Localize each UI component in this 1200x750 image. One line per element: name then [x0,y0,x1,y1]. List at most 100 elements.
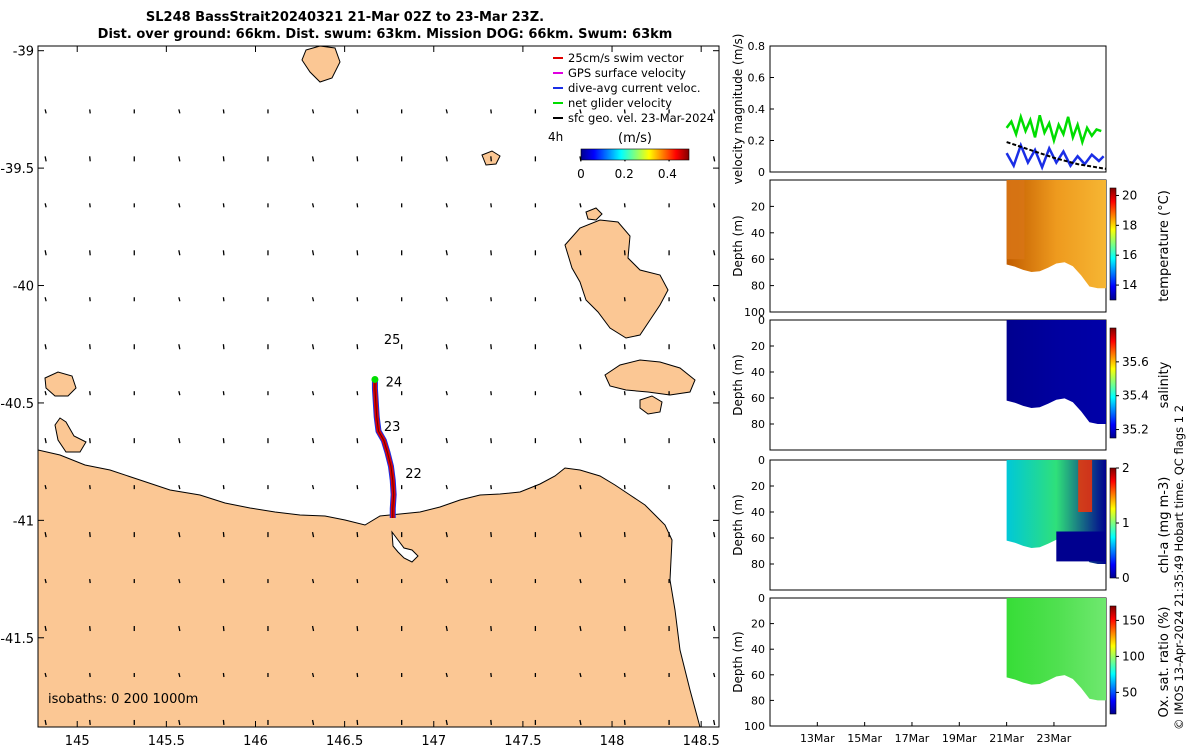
velocity-arrow [44,250,47,256]
section-y-tick-label: 40 [751,506,765,519]
velocity-y-tick-label: 0.8 [748,40,766,53]
velocity-arrow [579,109,582,114]
velocity-y-tick-label: 0.2 [748,135,766,148]
velocity-arrow [44,297,47,302]
map-x-tick-label: 148 [600,734,625,749]
velocity-arrow [356,109,359,114]
velocity-arrow [713,531,716,538]
velocity-arrow [311,578,315,584]
velocity-arrow [713,250,716,256]
velocity-arrow [623,344,626,350]
section-colorbar-tick-label: 35.2 [1122,423,1149,437]
velocity-arrow [490,203,492,208]
velocity-arrow [713,578,716,584]
velocity-arrow [311,625,315,632]
velocity-arrow [178,109,181,114]
track-centerline [374,379,395,519]
river-estuary [391,530,419,563]
velocity-arrow [222,109,225,114]
map-x-tick-label: 146 [243,734,268,749]
section-y-tick-label: 0 [758,314,765,327]
day-label: 25 [384,333,401,348]
section-colorbar-tick-label: 20 [1122,188,1137,202]
velocity-arrow [178,297,181,302]
velocity-arrow [44,109,47,114]
velocity-arrow [490,672,492,678]
velocity-arrow [311,156,315,162]
velocity-panel: 0 0.2 0.4 0.6 0.8 velocity magnitude (m/s) [731,34,1107,184]
map-x-tick-label: 147 [421,734,446,749]
velocity-series-line [1006,141,1107,170]
map-x-tick-label: 146.5 [326,734,363,749]
velocity-arrow [44,578,47,584]
flinders-island [564,219,669,339]
velocity-arrow [44,391,47,396]
velocity-arrow [490,532,492,538]
velocity-arrow [356,578,359,584]
velocity-arrow [89,297,91,302]
velocity-arrow [44,344,47,350]
section-colorbar-tick-label: 150 [1122,613,1145,627]
robbins-island [44,371,77,397]
velocity-arrow [579,391,582,396]
glider-track [371,375,397,519]
time-x-tick-label: 23Mar [1037,732,1072,745]
velocity-series-line [1005,112,1102,147]
section-colorbar-tick-label: 100 [1122,649,1145,663]
velocity-arrow [623,625,626,632]
velocity-arrow [623,438,626,444]
section-colorbar-tick-label: 35.4 [1122,389,1149,403]
section-colorbar-tick-label: 14 [1122,278,1137,292]
section-y-tick-label: 20 [751,200,765,213]
velocity-arrow [623,203,626,208]
velocity-arrow [490,438,492,444]
velocity-arrow [222,391,225,396]
map-y-tick-label: -40 [13,280,34,295]
velocity-arrow [490,719,492,726]
velocity-arrow [89,532,91,538]
section-y-tick-label: 80 [751,280,765,293]
velocity-arrow [89,109,91,114]
section-colorbar-label: salinity [1157,361,1172,408]
velocity-series-line [1005,141,1105,171]
velocity-arrow [222,625,225,632]
velocity-arrow [623,391,626,396]
section-colorbar [1109,467,1117,579]
velocity-arrow [311,391,315,396]
velocity-arrow [311,109,315,114]
velocity-arrow [222,297,225,302]
velocity-arrow [579,719,582,726]
velocity-arrow [89,344,91,350]
map-y-axis: -39 -39.5 -40 -40.5 -41 -41.5 [0,45,719,647]
map-y-tick-label: -40.5 [0,397,34,412]
velocity-arrow [222,203,225,208]
velocity-arrow [579,625,582,632]
section-ylabel: Depth (m) [731,354,745,415]
velocity-arrow [713,156,716,162]
section-colorbar-tick-label: 0 [1122,571,1130,585]
velocity-arrow [445,156,448,162]
velocity-arrow [445,250,448,256]
legend-label: dive-avg current veloc. [568,81,701,95]
velocity-y-axis: 0 0.2 0.4 0.6 0.8 [748,40,774,179]
section-y-tick-label: 60 [751,669,765,682]
velocity-arrow [222,438,225,444]
section-panel: 0 20 40 60 80 100 Depth (m) 50 100 150 Ox. sat. ra… [731,592,1172,733]
time-x-tick-label: 13Mar [800,732,835,745]
day-label: 23 [384,420,401,435]
velocity-arrow [89,156,91,162]
velocity-arrow [311,531,315,538]
velocity-arrow [445,109,448,114]
velocity-arrow [579,250,582,256]
velocity-arrow [89,250,91,256]
velocity-arrow [44,203,47,208]
velocity-arrow [623,532,626,538]
chart-title-line-2: Dist. over ground: 66km. Dist. swum: 63k… [97,27,673,42]
section-y-tick-label: 100 [744,306,765,319]
velocity-arrow [178,203,181,208]
chl-maximum-patch [1078,460,1093,512]
section-y-tick-label: 20 [751,480,765,493]
velocity-arrow [311,484,315,490]
map-colorbar-tick-label: 0 [577,167,585,181]
